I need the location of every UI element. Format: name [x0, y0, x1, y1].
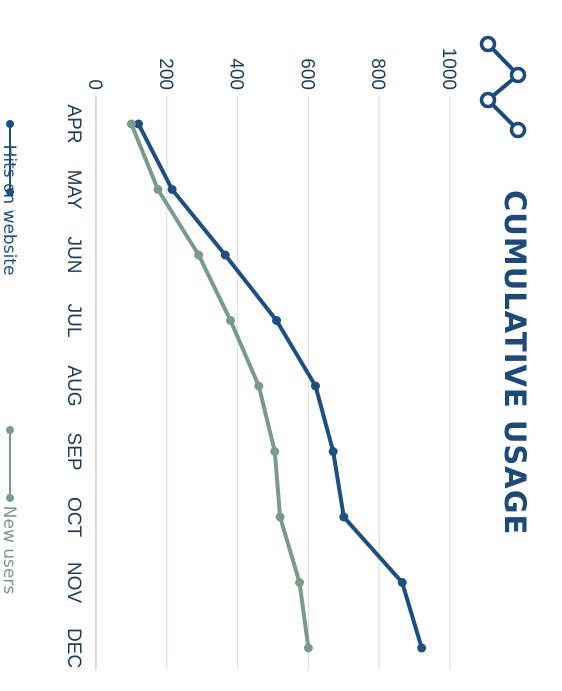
x-tick-label: DEC: [63, 628, 84, 668]
data-point: [339, 512, 349, 522]
data-point: [133, 119, 143, 129]
legend: Hits on website New users: [0, 120, 19, 594]
y-tick-label: 0: [84, 79, 105, 90]
data-point: [275, 512, 285, 522]
data-point: [153, 185, 163, 194]
legend-item-hits-on-website: Hits on website: [0, 120, 19, 275]
data-point: [226, 316, 236, 325]
chart-title: CUMULATIVE USAGE: [498, 190, 532, 535]
legend-swatch-dot: [6, 120, 14, 128]
data-point: [126, 119, 136, 129]
icon-node: [479, 35, 497, 53]
y-tick-label: 400: [226, 58, 247, 90]
tick-labels: 0 200 400 600 800 1000 APR MAY JUN JUL AUG SEP OCT NO…: [63, 48, 459, 668]
gridlines: [166, 96, 451, 670]
x-tick-label: SEP: [63, 432, 84, 470]
x-tick-label: NOV: [63, 562, 84, 604]
data-point: [272, 316, 282, 325]
data-point: [167, 185, 177, 194]
legend-label: New users: [0, 506, 19, 595]
legend-swatch-dot: [6, 426, 14, 434]
series-lines: [126, 119, 427, 653]
legend-label: Hits on website: [0, 145, 19, 276]
data-point: [270, 447, 280, 456]
data-point: [328, 447, 338, 456]
x-tick-label: JUN: [63, 237, 84, 274]
legend-swatch-dot: [6, 188, 14, 196]
data-point: [417, 643, 427, 653]
icon-line: [486, 42, 520, 132]
data-point: [295, 578, 305, 587]
data-point: [254, 381, 264, 391]
line-chart-icon: [479, 35, 527, 139]
legend-swatch-dot: [6, 494, 14, 502]
data-point: [220, 250, 230, 260]
data-point: [397, 578, 407, 587]
data-point: [194, 250, 204, 260]
x-tick-label: JUL: [63, 304, 84, 338]
x-tick-label: AUG: [63, 365, 84, 406]
data-point: [303, 643, 313, 653]
y-tick-label: 600: [296, 58, 317, 90]
y-tick-label: 1000: [438, 48, 459, 90]
x-tick-label: MAY: [63, 170, 84, 210]
icon-node: [479, 91, 497, 109]
chart-title-group: CUMULATIVE USAGE: [479, 35, 532, 535]
icon-node: [509, 66, 527, 84]
legend-item-new-users: New users: [0, 426, 19, 594]
data-point: [310, 381, 320, 391]
icon-node: [509, 121, 527, 139]
x-tick-label: OCT: [63, 497, 84, 538]
series-line-new-users: [129, 122, 311, 650]
y-tick-label: 800: [367, 58, 388, 90]
y-tick-label: 200: [155, 58, 176, 90]
x-tick-label: APR: [63, 104, 84, 143]
